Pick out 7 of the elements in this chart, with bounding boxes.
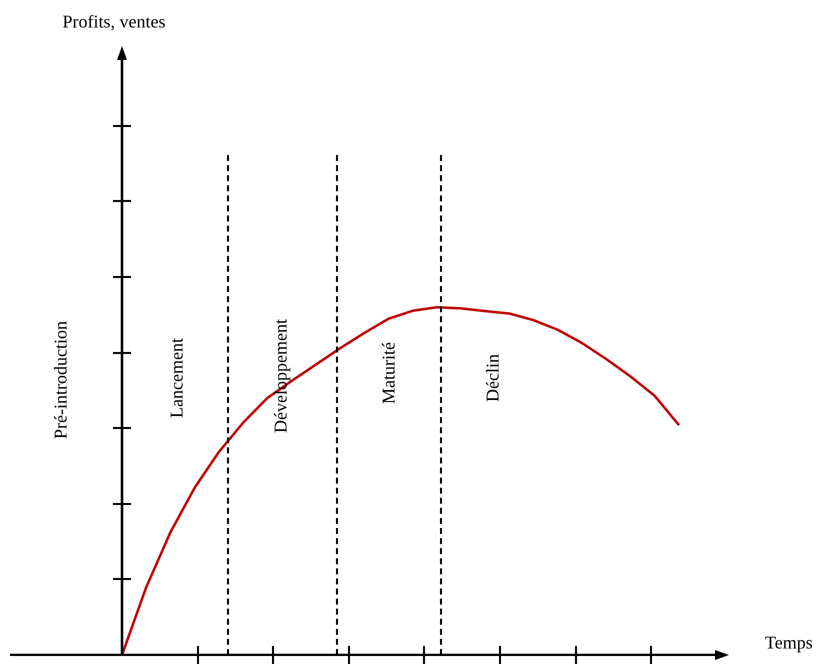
- text: Pré-introduction: [50, 321, 71, 439]
- annotation: Maturité: [378, 342, 399, 404]
- annotation: Déclin: [482, 354, 503, 402]
- text: Profits, ventes: [62, 12, 166, 32]
- annotation: Développement: [270, 319, 291, 433]
- x-axis-title: Temps: [765, 632, 813, 653]
- annotation: Lancement: [166, 338, 187, 418]
